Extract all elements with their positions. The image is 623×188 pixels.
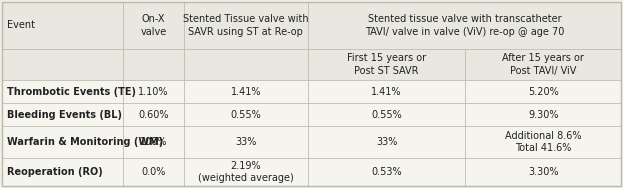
Text: Warfarin & Monitoring (WM): Warfarin & Monitoring (WM) (7, 137, 163, 147)
Text: 100%: 100% (140, 137, 168, 147)
Bar (184, 103, 308, 127)
Text: After 15 years or
Post TAVI/ ViV: After 15 years or Post TAVI/ ViV (502, 53, 584, 76)
Text: Additional 8.6%
Total 41.6%: Additional 8.6% Total 41.6% (505, 131, 581, 153)
Bar (184, 2, 308, 49)
Bar (308, 127, 465, 158)
Text: 0.55%: 0.55% (231, 110, 261, 120)
Bar (184, 158, 308, 186)
Text: 9.30%: 9.30% (528, 110, 558, 120)
Text: Stented tissue valve with transcatheter
TAVI/ valve in valve (ViV) re-op @ age 7: Stented tissue valve with transcatheter … (364, 14, 564, 37)
Bar (123, 127, 184, 158)
Bar (308, 2, 621, 49)
Bar (123, 2, 184, 49)
Bar (123, 158, 184, 186)
Bar (184, 80, 308, 103)
Text: Bleeding Events (BL): Bleeding Events (BL) (7, 110, 122, 120)
Bar (123, 49, 184, 80)
Bar (308, 158, 465, 186)
Bar (2, 2, 123, 49)
Text: On-X
valve: On-X valve (140, 14, 167, 37)
Text: 3.30%: 3.30% (528, 167, 558, 177)
Text: 1.41%: 1.41% (231, 87, 261, 97)
Bar (123, 103, 184, 127)
Bar (2, 103, 123, 127)
Text: 0.53%: 0.53% (371, 167, 402, 177)
Bar (308, 49, 465, 80)
Text: 0.60%: 0.60% (138, 110, 169, 120)
Text: 0.0%: 0.0% (141, 167, 166, 177)
Bar (465, 49, 621, 80)
Text: 0.55%: 0.55% (371, 110, 402, 120)
Text: Stented Tissue valve with
SAVR using ST at Re-op: Stented Tissue valve with SAVR using ST … (183, 14, 308, 37)
Bar (2, 127, 123, 158)
Text: 2.19%
(weighted average): 2.19% (weighted average) (198, 161, 293, 183)
Bar (2, 158, 123, 186)
Bar (2, 80, 123, 103)
Text: Reoperation (RO): Reoperation (RO) (7, 167, 103, 177)
Bar (2, 49, 123, 80)
Text: 1.10%: 1.10% (138, 87, 169, 97)
Text: 33%: 33% (235, 137, 257, 147)
Bar (465, 127, 621, 158)
Text: First 15 years or
Post ST SAVR: First 15 years or Post ST SAVR (347, 53, 426, 76)
Bar (465, 103, 621, 127)
Text: Event: Event (7, 20, 35, 30)
Bar (123, 80, 184, 103)
Text: 5.20%: 5.20% (528, 87, 559, 97)
Bar (184, 127, 308, 158)
Bar (308, 80, 465, 103)
Bar (465, 80, 621, 103)
Text: 1.41%: 1.41% (371, 87, 402, 97)
Bar (465, 158, 621, 186)
Text: 33%: 33% (376, 137, 397, 147)
Bar (308, 103, 465, 127)
Text: Thrombotic Events (TE): Thrombotic Events (TE) (7, 87, 136, 97)
Bar (184, 49, 308, 80)
